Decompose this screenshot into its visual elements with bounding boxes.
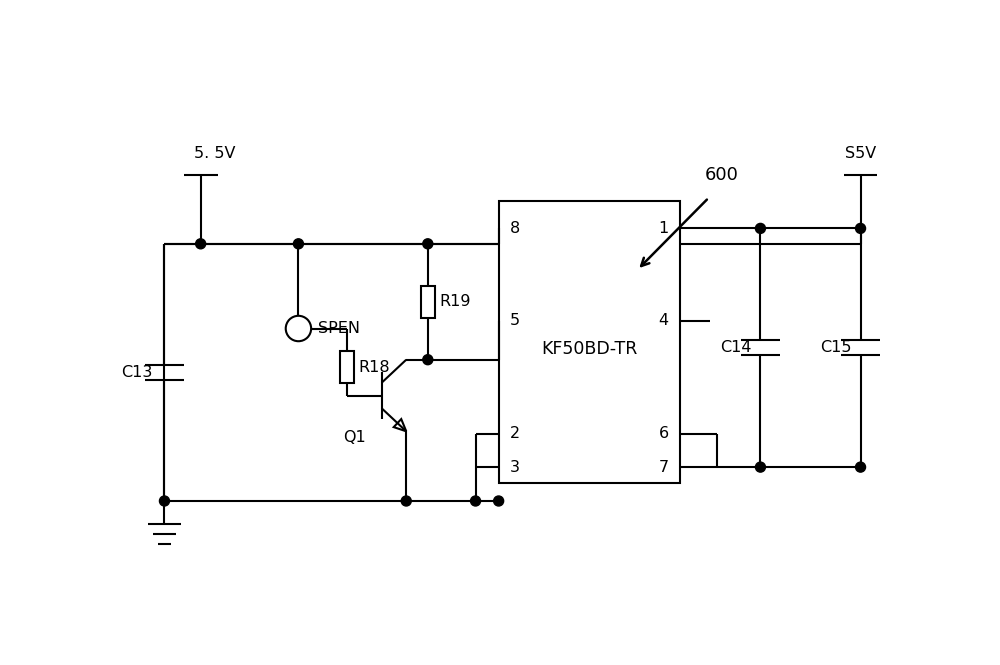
Text: R19: R19 <box>439 294 471 309</box>
Circle shape <box>423 239 433 249</box>
Text: Q1: Q1 <box>343 430 366 446</box>
Circle shape <box>423 354 433 364</box>
Text: C13: C13 <box>121 365 153 380</box>
Circle shape <box>856 462 866 472</box>
Circle shape <box>293 239 303 249</box>
Circle shape <box>196 239 206 249</box>
Text: R18: R18 <box>358 360 390 374</box>
Text: 5. 5V: 5. 5V <box>194 146 236 161</box>
Bar <box>421 285 435 318</box>
Text: 600: 600 <box>705 166 739 184</box>
Text: KF50BD-TR: KF50BD-TR <box>541 340 638 358</box>
Text: 8: 8 <box>510 221 520 236</box>
Circle shape <box>755 223 765 233</box>
Text: C14: C14 <box>720 340 752 355</box>
Circle shape <box>755 462 765 472</box>
Bar <box>499 201 680 483</box>
Text: S5V: S5V <box>845 146 876 161</box>
Text: 1: 1 <box>659 221 669 236</box>
Circle shape <box>159 496 169 506</box>
Text: 3: 3 <box>510 460 520 475</box>
Circle shape <box>494 496 504 506</box>
Text: 2: 2 <box>510 426 520 442</box>
Bar <box>340 351 354 383</box>
Text: 4: 4 <box>659 313 669 329</box>
Circle shape <box>856 223 866 233</box>
Circle shape <box>471 496 481 506</box>
Circle shape <box>401 496 411 506</box>
Text: SPEN: SPEN <box>318 321 360 336</box>
Text: 7: 7 <box>659 460 669 475</box>
Text: 6: 6 <box>659 426 669 442</box>
Text: C15: C15 <box>820 340 852 355</box>
Text: 5: 5 <box>510 313 520 329</box>
